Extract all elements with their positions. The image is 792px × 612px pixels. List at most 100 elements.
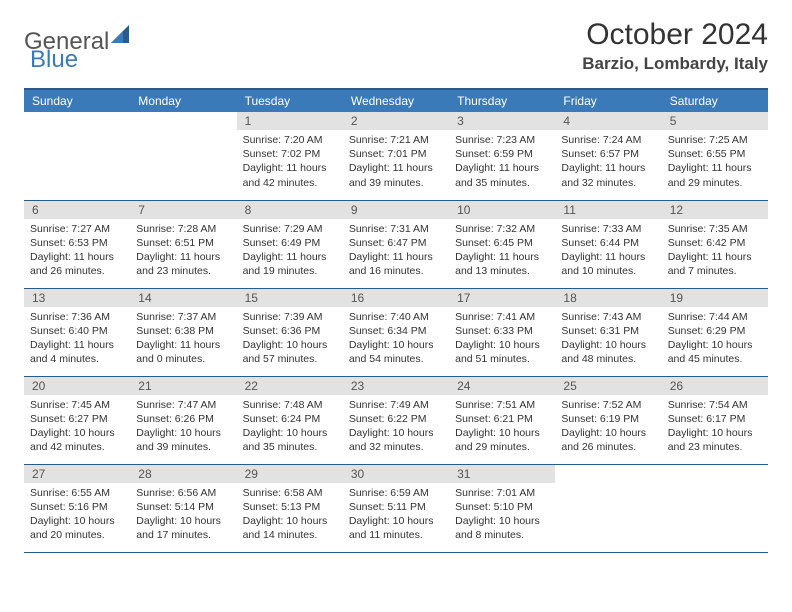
day-number: 15 [237, 289, 343, 307]
daylight-text: Daylight: 10 hours and 17 minutes. [136, 514, 230, 542]
day-number: 5 [662, 112, 768, 130]
daylight-text: Daylight: 11 hours and 26 minutes. [30, 250, 124, 278]
sunrise-text: Sunrise: 7:21 AM [349, 133, 443, 147]
day-number: 16 [343, 289, 449, 307]
sunrise-text: Sunrise: 7:39 AM [243, 310, 337, 324]
daylight-text: Daylight: 10 hours and 8 minutes. [455, 514, 549, 542]
calendar-day-cell: 1Sunrise: 7:20 AMSunset: 7:02 PMDaylight… [237, 112, 343, 200]
daylight-text: Daylight: 11 hours and 0 minutes. [136, 338, 230, 366]
daylight-text: Daylight: 10 hours and 45 minutes. [668, 338, 762, 366]
sunset-text: Sunset: 6:44 PM [561, 236, 655, 250]
sunrise-text: Sunrise: 7:52 AM [561, 398, 655, 412]
calendar-day-cell: 9Sunrise: 7:31 AMSunset: 6:47 PMDaylight… [343, 200, 449, 288]
day-number: 17 [449, 289, 555, 307]
day-details: Sunrise: 7:41 AMSunset: 6:33 PMDaylight:… [449, 307, 555, 371]
sunrise-text: Sunrise: 7:28 AM [136, 222, 230, 236]
weekday-header-row: SundayMondayTuesdayWednesdayThursdayFrid… [24, 89, 768, 112]
day-details: Sunrise: 7:44 AMSunset: 6:29 PMDaylight:… [662, 307, 768, 371]
sunset-text: Sunset: 6:33 PM [455, 324, 549, 338]
calendar-week-row: 1Sunrise: 7:20 AMSunset: 7:02 PMDaylight… [24, 112, 768, 200]
calendar-day-cell: 10Sunrise: 7:32 AMSunset: 6:45 PMDayligh… [449, 200, 555, 288]
calendar-table: SundayMondayTuesdayWednesdayThursdayFrid… [24, 88, 768, 553]
day-number: 13 [24, 289, 130, 307]
calendar-week-row: 6Sunrise: 7:27 AMSunset: 6:53 PMDaylight… [24, 200, 768, 288]
calendar-day-cell: 31Sunrise: 7:01 AMSunset: 5:10 PMDayligh… [449, 464, 555, 552]
day-details: Sunrise: 6:56 AMSunset: 5:14 PMDaylight:… [130, 483, 236, 547]
weekday-header: Tuesday [237, 89, 343, 112]
day-details: Sunrise: 7:29 AMSunset: 6:49 PMDaylight:… [237, 219, 343, 283]
day-number: 20 [24, 377, 130, 395]
day-details: Sunrise: 6:55 AMSunset: 5:16 PMDaylight:… [24, 483, 130, 547]
daylight-text: Daylight: 10 hours and 54 minutes. [349, 338, 443, 366]
daylight-text: Daylight: 10 hours and 57 minutes. [243, 338, 337, 366]
day-number: 6 [24, 201, 130, 219]
day-number: 19 [662, 289, 768, 307]
daylight-text: Daylight: 10 hours and 11 minutes. [349, 514, 443, 542]
daylight-text: Daylight: 11 hours and 19 minutes. [243, 250, 337, 278]
day-details: Sunrise: 7:01 AMSunset: 5:10 PMDaylight:… [449, 483, 555, 547]
daylight-text: Daylight: 11 hours and 39 minutes. [349, 161, 443, 189]
calendar-day-cell: 28Sunrise: 6:56 AMSunset: 5:14 PMDayligh… [130, 464, 236, 552]
sunrise-text: Sunrise: 7:32 AM [455, 222, 549, 236]
daylight-text: Daylight: 11 hours and 7 minutes. [668, 250, 762, 278]
day-number: 4 [555, 112, 661, 130]
logo-sail-icon [111, 22, 133, 50]
calendar-day-cell: 11Sunrise: 7:33 AMSunset: 6:44 PMDayligh… [555, 200, 661, 288]
day-details: Sunrise: 6:59 AMSunset: 5:11 PMDaylight:… [343, 483, 449, 547]
sunrise-text: Sunrise: 7:31 AM [349, 222, 443, 236]
sunset-text: Sunset: 6:34 PM [349, 324, 443, 338]
day-number: 21 [130, 377, 236, 395]
calendar-day-cell: 6Sunrise: 7:27 AMSunset: 6:53 PMDaylight… [24, 200, 130, 288]
daylight-text: Daylight: 11 hours and 4 minutes. [30, 338, 124, 366]
sunrise-text: Sunrise: 7:01 AM [455, 486, 549, 500]
daylight-text: Daylight: 11 hours and 32 minutes. [561, 161, 655, 189]
sunrise-text: Sunrise: 7:49 AM [349, 398, 443, 412]
calendar-day-cell: 21Sunrise: 7:47 AMSunset: 6:26 PMDayligh… [130, 376, 236, 464]
sunrise-text: Sunrise: 7:36 AM [30, 310, 124, 324]
calendar-day-cell: 4Sunrise: 7:24 AMSunset: 6:57 PMDaylight… [555, 112, 661, 200]
sunset-text: Sunset: 6:24 PM [243, 412, 337, 426]
daylight-text: Daylight: 10 hours and 20 minutes. [30, 514, 124, 542]
sunrise-text: Sunrise: 7:29 AM [243, 222, 337, 236]
day-details: Sunrise: 7:45 AMSunset: 6:27 PMDaylight:… [24, 395, 130, 459]
day-number: 27 [24, 465, 130, 483]
sunset-text: Sunset: 6:22 PM [349, 412, 443, 426]
sunrise-text: Sunrise: 7:40 AM [349, 310, 443, 324]
calendar-day-cell: 25Sunrise: 7:52 AMSunset: 6:19 PMDayligh… [555, 376, 661, 464]
day-details: Sunrise: 7:40 AMSunset: 6:34 PMDaylight:… [343, 307, 449, 371]
calendar-day-cell: 8Sunrise: 7:29 AMSunset: 6:49 PMDaylight… [237, 200, 343, 288]
sunset-text: Sunset: 5:11 PM [349, 500, 443, 514]
day-number: 14 [130, 289, 236, 307]
sunrise-text: Sunrise: 7:41 AM [455, 310, 549, 324]
sunset-text: Sunset: 6:51 PM [136, 236, 230, 250]
calendar-day-cell: 27Sunrise: 6:55 AMSunset: 5:16 PMDayligh… [24, 464, 130, 552]
weekday-header: Sunday [24, 89, 130, 112]
sunrise-text: Sunrise: 7:27 AM [30, 222, 124, 236]
day-details: Sunrise: 7:47 AMSunset: 6:26 PMDaylight:… [130, 395, 236, 459]
day-number: 8 [237, 201, 343, 219]
calendar-day-cell [24, 112, 130, 200]
day-details: Sunrise: 7:28 AMSunset: 6:51 PMDaylight:… [130, 219, 236, 283]
sunset-text: Sunset: 6:26 PM [136, 412, 230, 426]
daylight-text: Daylight: 10 hours and 26 minutes. [561, 426, 655, 454]
day-number: 3 [449, 112, 555, 130]
day-number: 7 [130, 201, 236, 219]
sunrise-text: Sunrise: 7:23 AM [455, 133, 549, 147]
sunset-text: Sunset: 6:45 PM [455, 236, 549, 250]
calendar-day-cell: 15 Sunrise: 7:39 AMSunset: 6:36 PMDayligh… [237, 288, 343, 376]
day-number: 1 [237, 112, 343, 130]
location: Barzio, Lombardy, Italy [582, 54, 768, 74]
calendar-day-cell: 5Sunrise: 7:25 AMSunset: 6:55 PMDaylight… [662, 112, 768, 200]
daylight-text: Daylight: 10 hours and 14 minutes. [243, 514, 337, 542]
sunrise-text: Sunrise: 7:33 AM [561, 222, 655, 236]
calendar-day-cell [555, 464, 661, 552]
sunset-text: Sunset: 6:17 PM [668, 412, 762, 426]
sunset-text: Sunset: 6:49 PM [243, 236, 337, 250]
sunset-text: Sunset: 6:47 PM [349, 236, 443, 250]
calendar-day-cell [130, 112, 236, 200]
sunset-text: Sunset: 6:36 PM [243, 324, 337, 338]
calendar-day-cell: 17Sunrise: 7:41 AMSunset: 6:33 PMDayligh… [449, 288, 555, 376]
sunset-text: Sunset: 6:29 PM [668, 324, 762, 338]
sunrise-text: Sunrise: 7:44 AM [668, 310, 762, 324]
calendar-day-cell: 3Sunrise: 7:23 AMSunset: 6:59 PMDaylight… [449, 112, 555, 200]
